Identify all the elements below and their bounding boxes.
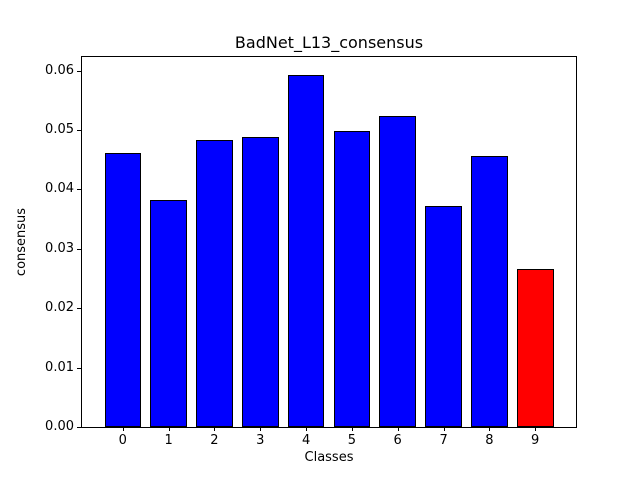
x-tick-mark bbox=[489, 427, 491, 431]
y-axis-label: consensus bbox=[14, 207, 29, 277]
x-axis-label: Classes bbox=[304, 450, 354, 465]
x-tick-label: 7 bbox=[439, 433, 448, 448]
x-tick-mark bbox=[443, 427, 445, 431]
y-tick-label: 0.04 bbox=[45, 181, 74, 197]
bar-class-3 bbox=[241, 137, 279, 427]
x-tick-label: 4 bbox=[301, 433, 311, 448]
y-tick-label: 0.03 bbox=[45, 240, 74, 256]
x-tick-label: 0 bbox=[118, 433, 127, 448]
y-tick-mark bbox=[77, 189, 81, 191]
y-tick-label: 0.06 bbox=[45, 62, 74, 78]
x-tick-label: 8 bbox=[485, 433, 494, 448]
x-tick-mark bbox=[351, 427, 353, 431]
y-tick-label: 0.05 bbox=[45, 122, 74, 137]
y-tick-mark bbox=[77, 367, 81, 369]
y-tick-mark bbox=[77, 70, 81, 72]
x-tick-mark bbox=[397, 427, 399, 431]
x-tick-label: 6 bbox=[393, 433, 402, 448]
bar-class-5 bbox=[333, 130, 371, 427]
x-tick-mark bbox=[306, 427, 308, 431]
bar-class-4 bbox=[287, 75, 325, 427]
x-tick-label: 3 bbox=[256, 433, 265, 448]
x-tick-label: 2 bbox=[210, 433, 219, 448]
chart-title: BadNet_L13_consensus bbox=[234, 33, 424, 52]
bar-class-1 bbox=[150, 199, 187, 427]
x-tick-mark bbox=[260, 427, 262, 431]
x-tick-mark bbox=[535, 427, 537, 431]
x-tick-mark bbox=[168, 427, 170, 431]
y-tick-label: 0.02 bbox=[45, 300, 74, 316]
x-tick-mark bbox=[214, 427, 216, 431]
bar-class-0 bbox=[104, 152, 142, 427]
bar-class-8 bbox=[471, 156, 508, 427]
x-tick-label: 9 bbox=[531, 433, 540, 448]
x-tick-mark bbox=[122, 427, 124, 431]
bar-class-7 bbox=[425, 206, 462, 427]
y-tick-mark bbox=[77, 308, 81, 310]
y-tick-label: 0.01 bbox=[45, 359, 74, 375]
y-tick-mark bbox=[77, 130, 81, 131]
x-tick-label: 5 bbox=[347, 433, 357, 448]
plot-area: 0 1 2 3 4 5 6 7 8 9 0.00 0.01 0.02 0.03 0.04 0.05 0.06 bbox=[45, 56, 577, 448]
y-tick-label: 0.00 bbox=[45, 419, 74, 434]
y-tick-mark bbox=[77, 248, 81, 250]
x-tick-label: 1 bbox=[164, 433, 173, 448]
bar-class-2 bbox=[196, 140, 233, 427]
bar-class-9 bbox=[516, 269, 554, 427]
y-tick-mark bbox=[77, 427, 81, 428]
bar-class-6 bbox=[379, 116, 417, 427]
